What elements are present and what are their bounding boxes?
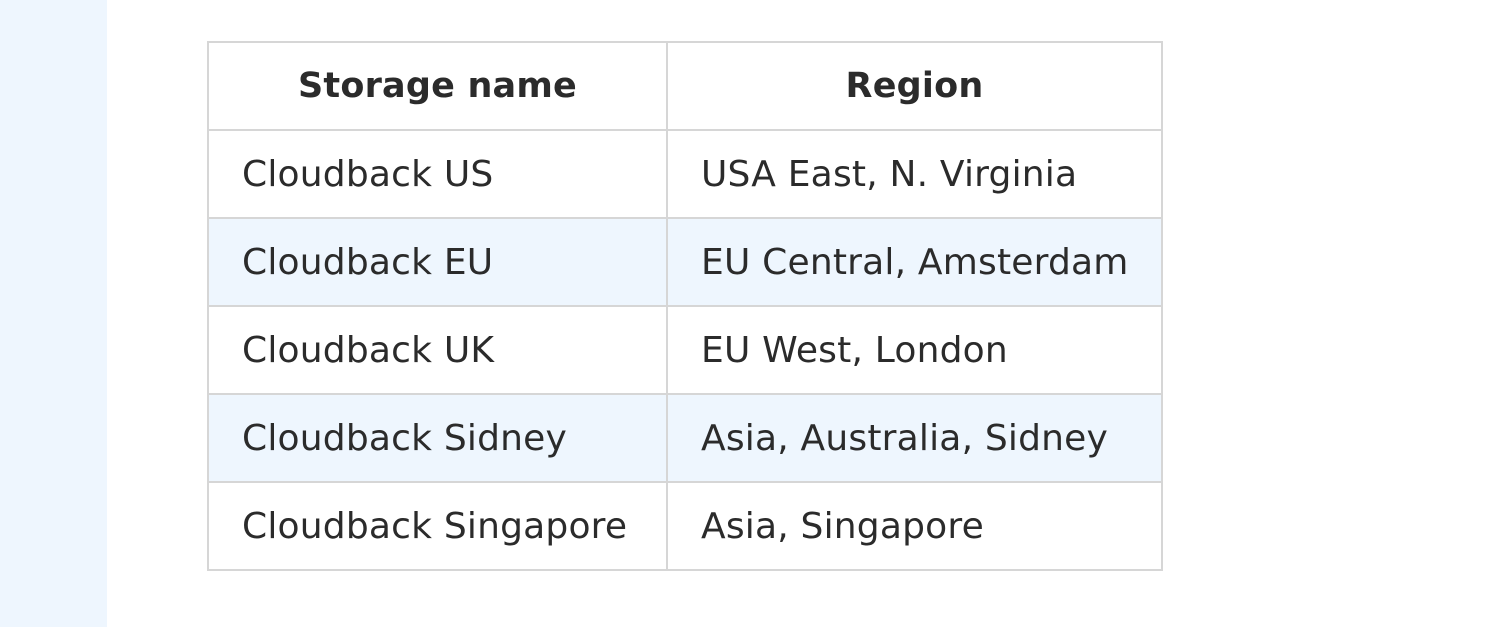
region-cell: Asia, Australia, Sidney	[666, 393, 1163, 483]
storage-name-cell: Cloudback UK	[207, 305, 668, 395]
header-region: Region	[666, 41, 1163, 131]
left-sidebar-rail	[0, 0, 107, 627]
region-cell: EU West, London	[666, 305, 1163, 395]
header-storage-name: Storage name	[207, 41, 668, 131]
storage-regions-table: Storage name Region Cloudback US USA Eas…	[207, 41, 1163, 571]
storage-name-cell: Cloudback US	[207, 129, 668, 219]
table-row: Cloudback EU EU Central, Amsterdam	[207, 217, 1163, 307]
storage-name-cell: Cloudback Sidney	[207, 393, 668, 483]
storage-name-cell: Cloudback EU	[207, 217, 668, 307]
table-row: Cloudback Sidney Asia, Australia, Sidney	[207, 393, 1163, 483]
region-cell: Asia, Singapore	[666, 481, 1163, 571]
region-cell: EU Central, Amsterdam	[666, 217, 1163, 307]
table-row: Cloudback UK EU West, London	[207, 305, 1163, 395]
storage-name-cell: Cloudback Singapore	[207, 481, 668, 571]
region-cell: USA East, N. Virginia	[666, 129, 1163, 219]
table-row: Cloudback Singapore Asia, Singapore	[207, 481, 1163, 571]
table-row: Cloudback US USA East, N. Virginia	[207, 129, 1163, 219]
main-content: Storage name Region Cloudback US USA Eas…	[107, 0, 1493, 627]
table-header-row: Storage name Region	[207, 41, 1163, 131]
